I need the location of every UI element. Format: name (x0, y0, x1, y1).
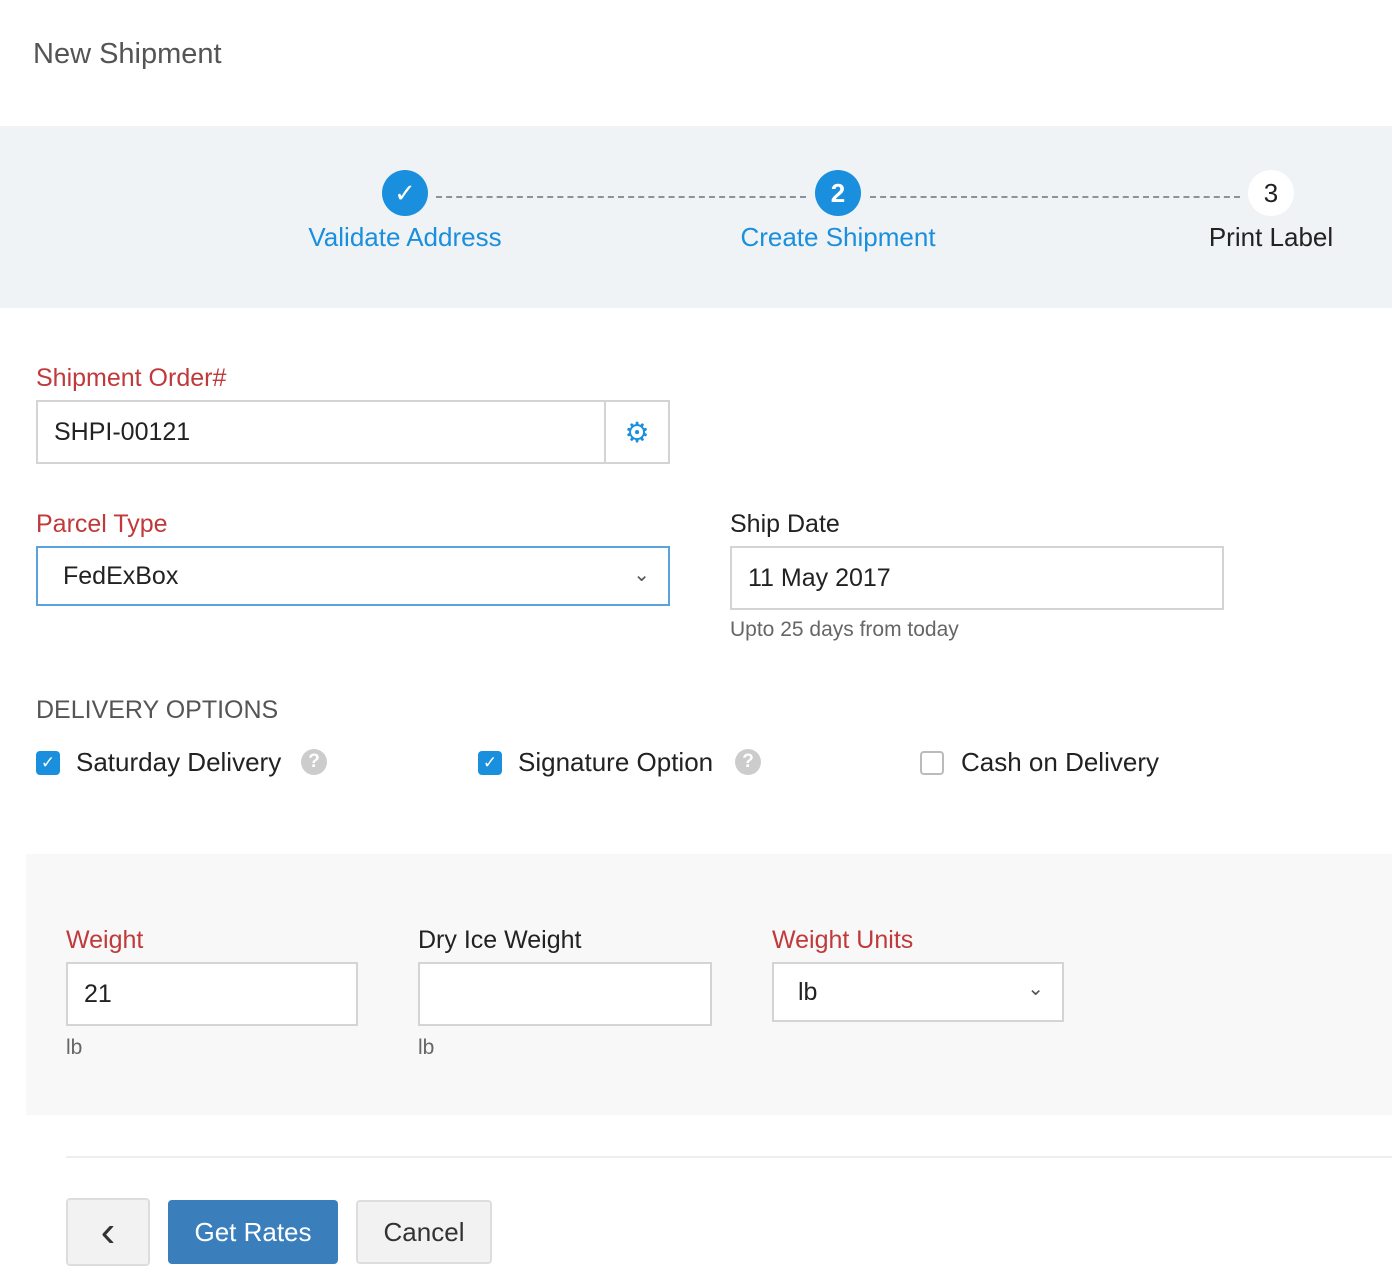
progress-steps: ✓ 2 3 Validate Address Create Shipment P… (0, 126, 1392, 308)
weight-field[interactable]: 21 (66, 962, 358, 1026)
chevron-down-icon: ⌄ (1027, 978, 1044, 1000)
signature-option-checkbox[interactable]: ✓ (478, 751, 502, 775)
step-create-shipment[interactable]: Create Shipment (740, 222, 936, 252)
weight-units-value: lb (798, 977, 818, 1006)
dry-ice-label: Dry Ice Weight (418, 926, 582, 954)
saturday-delivery-checkbox[interactable]: ✓ (36, 751, 60, 775)
parcel-label: Parcel Type (36, 510, 168, 538)
delivery-options-heading: DELIVERY OPTIONS (36, 696, 279, 724)
order-label: Shipment Order# (36, 364, 227, 392)
ship-date-field[interactable]: 11 May 2017 (730, 546, 1224, 610)
ship-date-help: Upto 25 days from today (730, 618, 959, 641)
weight-panel: Weight 21 lb Dry Ice Weight lb Weight Un… (26, 854, 1392, 1115)
chevron-left-icon: ‹ (100, 1207, 116, 1256)
signature-option-label: Signature Option (518, 747, 714, 777)
help-icon[interactable]: ? (735, 749, 761, 775)
step-3-marker: 3 (1248, 170, 1294, 216)
order-field[interactable]: SHPI-00121 ⚙ (36, 400, 670, 464)
ship-date-label: Ship Date (730, 510, 840, 538)
get-rates-button[interactable]: Get Rates (168, 1200, 338, 1264)
page-title: New Shipment (33, 38, 222, 70)
cancel-button[interactable]: Cancel (356, 1200, 492, 1264)
parcel-value: FedExBox (63, 561, 179, 590)
step-print-label: Print Label (1208, 222, 1334, 252)
step-2-marker: 2 (815, 170, 861, 216)
weight-units-label: Weight Units (772, 926, 914, 954)
dry-ice-field[interactable] (418, 962, 712, 1026)
step-connector (436, 196, 806, 198)
chevron-down-icon: ⌄ (633, 564, 650, 586)
saturday-delivery-label: Saturday Delivery (76, 747, 282, 777)
weight-units-select[interactable]: lb ⌄ (772, 962, 1064, 1022)
back-button[interactable]: ‹ (66, 1198, 150, 1266)
gear-icon[interactable]: ⚙ (604, 402, 668, 462)
cash-on-delivery-checkbox[interactable] (920, 751, 944, 775)
check-icon: ✓ (382, 170, 428, 216)
parcel-select[interactable]: FedExBox ⌄ (36, 546, 670, 606)
step-connector (870, 196, 1240, 198)
cash-on-delivery-label: Cash on Delivery (961, 747, 1159, 777)
order-value: SHPI-00121 (54, 417, 191, 446)
ship-date-value: 11 May 2017 (748, 563, 891, 592)
dry-ice-unit: lb (418, 1036, 435, 1059)
help-icon[interactable]: ? (301, 749, 327, 775)
weight-unit: lb (66, 1036, 83, 1059)
weight-value: 21 (84, 979, 112, 1008)
step-validate-address[interactable]: Validate Address (308, 222, 502, 252)
divider (66, 1156, 1392, 1158)
weight-label: Weight (66, 926, 144, 954)
